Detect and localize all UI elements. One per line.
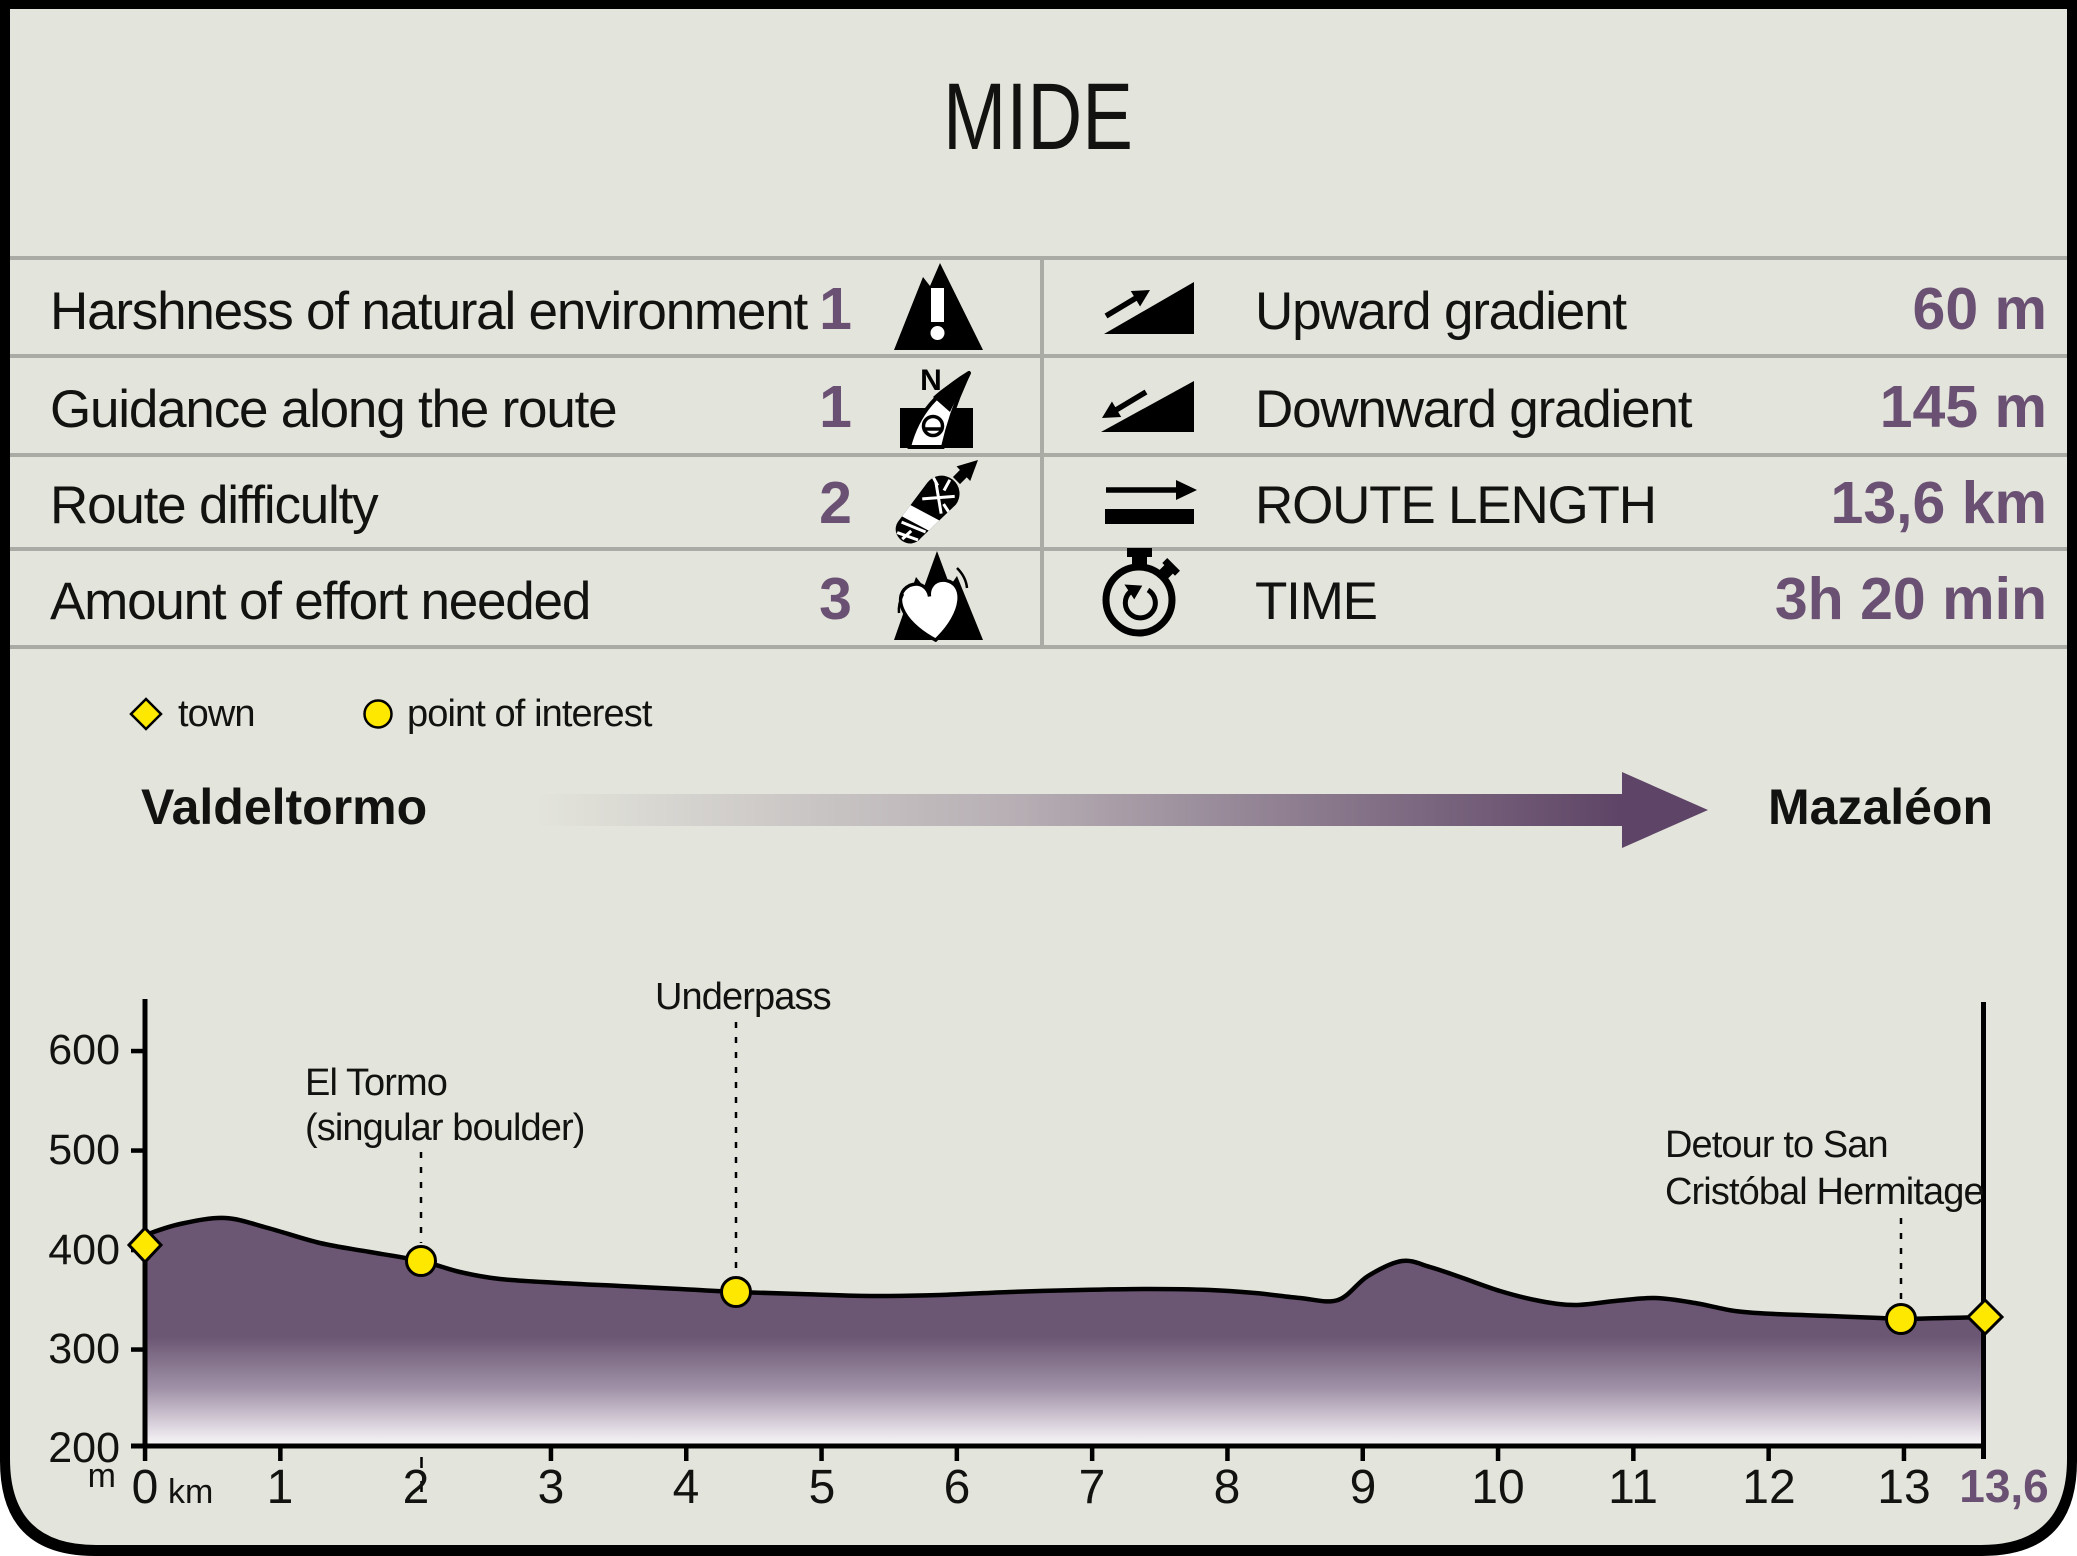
svg-text:Harshness of natural environme: Harshness of natural environment: [50, 282, 808, 341]
svg-text:Cristóbal Hermitage: Cristóbal Hermitage: [1665, 1171, 1984, 1213]
svg-text:MIDE: MIDE: [943, 64, 1133, 170]
svg-text:(singular boulder): (singular boulder): [305, 1107, 585, 1149]
svg-text:Valdeltormo: Valdeltormo: [141, 779, 427, 835]
svg-text:13,6 km: 13,6 km: [1831, 470, 2048, 536]
svg-text:300: 300: [48, 1325, 120, 1373]
svg-text:1: 1: [819, 276, 852, 342]
svg-text:0: 0: [132, 1461, 159, 1514]
svg-text:13,6: 13,6: [1959, 1460, 2049, 1512]
svg-text:1: 1: [819, 374, 852, 440]
svg-text:3h 20 min: 3h 20 min: [1775, 566, 2047, 632]
svg-text:400: 400: [48, 1226, 120, 1274]
svg-text:8: 8: [1214, 1461, 1241, 1514]
svg-text:N: N: [920, 364, 942, 397]
svg-text:500: 500: [48, 1126, 120, 1174]
svg-text:Guidance along the route: Guidance along the route: [50, 380, 616, 439]
svg-text:3: 3: [538, 1461, 565, 1514]
svg-text:2: 2: [819, 470, 852, 536]
svg-text:Underpass: Underpass: [655, 976, 831, 1018]
svg-text:4: 4: [673, 1461, 700, 1514]
svg-text:El Tormo: El Tormo: [305, 1062, 447, 1104]
svg-text:town: town: [178, 693, 255, 735]
svg-text:2: 2: [403, 1461, 430, 1514]
svg-text:Downward gradient: Downward gradient: [1255, 380, 1693, 439]
svg-text:145 m: 145 m: [1880, 374, 2047, 440]
svg-text:6: 6: [944, 1461, 971, 1514]
svg-text:point of interest: point of interest: [407, 693, 653, 735]
svg-text:7: 7: [1079, 1461, 1106, 1514]
svg-text:1: 1: [267, 1461, 294, 1514]
svg-text:11: 11: [1608, 1461, 1658, 1514]
svg-text:9: 9: [1350, 1461, 1377, 1514]
svg-text:km: km: [168, 1473, 213, 1511]
svg-text:Route difficulty: Route difficulty: [50, 476, 379, 535]
svg-text:13: 13: [1877, 1461, 1930, 1514]
svg-text:12: 12: [1742, 1461, 1795, 1514]
svg-text:Upward gradient: Upward gradient: [1255, 282, 1627, 341]
svg-text:Detour to San: Detour to San: [1665, 1124, 1888, 1166]
svg-text:Amount of effort needed: Amount of effort needed: [50, 572, 590, 631]
svg-text:Mazaléon: Mazaléon: [1768, 779, 1993, 835]
svg-text:200: 200: [48, 1424, 120, 1472]
svg-text:60 m: 60 m: [1913, 276, 2047, 342]
svg-text:TIME: TIME: [1255, 572, 1377, 631]
svg-text:600: 600: [48, 1026, 120, 1074]
svg-text:10: 10: [1471, 1461, 1524, 1514]
svg-text:3: 3: [819, 566, 852, 632]
svg-text:5: 5: [809, 1461, 836, 1514]
svg-text:ROUTE LENGTH: ROUTE LENGTH: [1255, 476, 1656, 535]
svg-text:m: m: [88, 1457, 116, 1495]
